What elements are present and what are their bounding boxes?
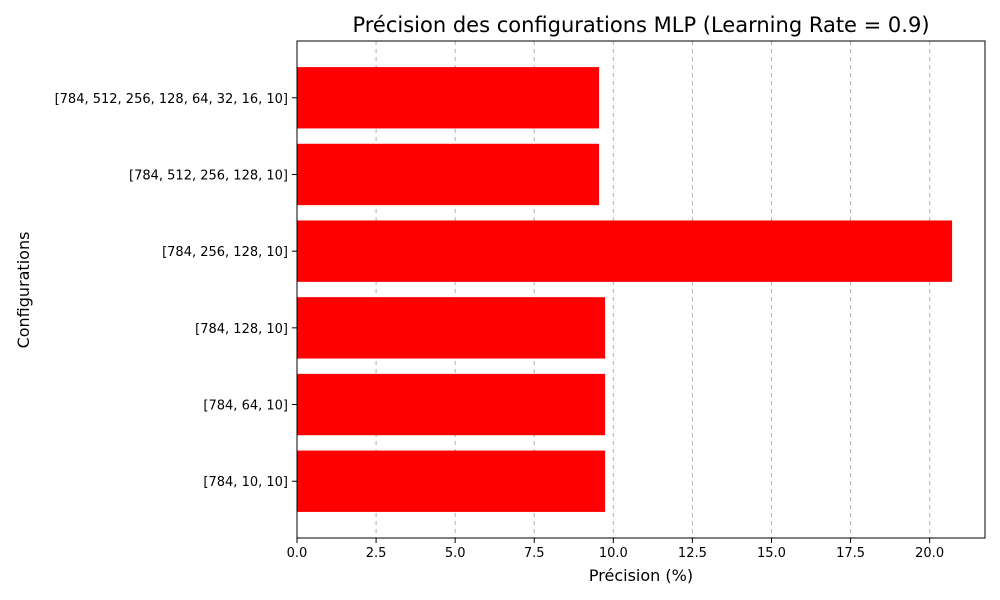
x-tick-label: 17.5 — [836, 546, 865, 561]
bar — [297, 373, 606, 436]
y-tick-label: [784, 256, 128, 10] — [162, 245, 288, 260]
x-tick-label: 12.5 — [678, 546, 707, 561]
bar — [297, 220, 953, 282]
x-tick-label: 2.5 — [366, 546, 387, 561]
bar — [297, 67, 600, 129]
bar — [297, 450, 606, 512]
bar — [297, 297, 606, 359]
x-tick-label: 0.0 — [287, 546, 308, 561]
x-tick-label: 15.0 — [757, 546, 786, 561]
y-axis-ticks: [784, 10, 10] [784, 64, 10] [784, 128, 10]… — [55, 92, 297, 490]
chart-title: Précision des configurations MLP (Learni… — [352, 13, 929, 37]
x-tick-label: 7.5 — [524, 546, 545, 561]
bars — [297, 67, 953, 512]
y-tick-label: [784, 512, 256, 128, 10] — [129, 168, 288, 183]
x-tick-label: 20.0 — [915, 546, 944, 561]
x-axis-ticks: 0.0 2.5 5.0 7.5 10.0 12.5 15.0 17.5 20.0 — [287, 538, 944, 561]
x-tick-label: 10.0 — [599, 546, 628, 561]
y-tick-label: [784, 10, 10] — [203, 475, 288, 490]
y-axis-label: Configurations — [14, 232, 33, 349]
plot-frame — [296, 40, 986, 539]
y-tick-label: [784, 128, 10] — [195, 322, 288, 337]
x-axis-label: Précision (%) — [589, 566, 693, 585]
bar — [297, 143, 600, 206]
y-tick-label: [784, 64, 10] — [203, 399, 288, 414]
x-tick-label: 5.0 — [445, 546, 466, 561]
y-tick-label: [784, 512, 256, 128, 64, 32, 16, 10] — [55, 92, 288, 107]
